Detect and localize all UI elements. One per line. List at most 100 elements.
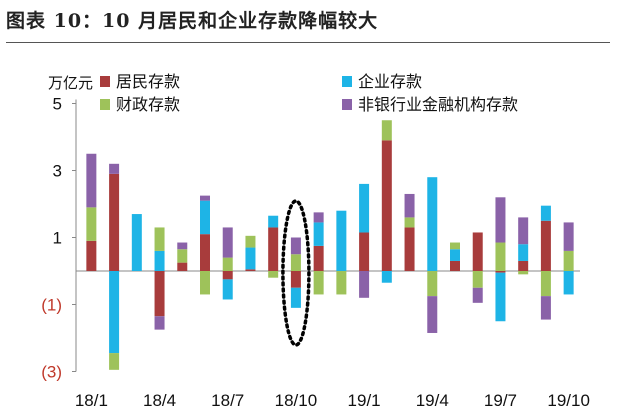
bar-segment xyxy=(245,269,256,271)
x-tick-label: 18/7 xyxy=(211,391,244,410)
bar-segment xyxy=(427,271,438,297)
bar-segment xyxy=(313,212,324,223)
bar-segment xyxy=(313,271,324,295)
bar-segment xyxy=(177,262,188,271)
bar-segment xyxy=(290,287,301,308)
bar-segment xyxy=(268,271,279,278)
bar-segment xyxy=(131,214,142,271)
bar-segment xyxy=(359,183,370,233)
bar-segment xyxy=(359,232,370,271)
bar-segment xyxy=(154,271,165,317)
bar-segment xyxy=(245,247,256,270)
bar-segment xyxy=(563,271,574,295)
bar-segment xyxy=(177,242,188,250)
bar-segment xyxy=(200,195,210,201)
x-tick-label: 19/4 xyxy=(416,391,449,410)
bar-segment xyxy=(540,220,551,271)
bar-segment xyxy=(450,249,460,261)
x-tick-label: 19/1 xyxy=(348,391,381,410)
bar-segment xyxy=(427,296,438,333)
bar-segment xyxy=(518,271,529,275)
bar-segment xyxy=(154,250,165,271)
bar-segment xyxy=(495,197,506,243)
bar-segment xyxy=(336,210,347,271)
bar-segment xyxy=(268,227,279,271)
bar-segment xyxy=(268,215,279,228)
y-tick-label: (1) xyxy=(41,296,62,315)
bar-segment xyxy=(450,242,460,250)
bar-segment xyxy=(154,227,165,251)
bar-segment xyxy=(86,240,97,271)
bar-segment xyxy=(518,260,529,271)
bar-segment xyxy=(540,205,551,221)
legend-swatch xyxy=(100,76,110,87)
bar-segment xyxy=(495,242,506,271)
bar-segment xyxy=(290,271,301,288)
legend-label: 企业存款 xyxy=(358,72,422,91)
y-unit-label: 万亿元 xyxy=(48,74,93,92)
bar-segment xyxy=(472,287,483,303)
x-tick-label: 18/10 xyxy=(275,391,318,410)
bar-segment xyxy=(313,245,324,271)
axis-layer: 5 3 1 (1) (3) 万亿元 18/1 18/4 18/7 18/10 19/1 19/4 19/… xyxy=(41,74,590,410)
bar-segment xyxy=(222,227,233,258)
bar-segment xyxy=(381,140,392,271)
bar-segment xyxy=(540,296,551,320)
y-tick-label: 1 xyxy=(53,229,62,248)
bar-segment xyxy=(154,316,165,330)
bar-segment xyxy=(495,271,506,273)
figure-title: 图表 10：10 月居民和企业存款降幅较大 xyxy=(6,10,379,32)
legend-label: 居民存款 xyxy=(116,72,180,91)
bar-segment xyxy=(222,257,233,271)
bar-segment xyxy=(200,200,210,235)
legend-label: 财政存款 xyxy=(116,95,180,114)
bar-segment xyxy=(472,271,483,288)
bar-segment xyxy=(563,250,574,271)
y-tick-label: 3 xyxy=(53,162,62,181)
bar-segment xyxy=(450,260,460,271)
legend-swatch xyxy=(100,99,110,110)
bar-segment xyxy=(381,271,392,283)
bar-segment xyxy=(86,207,97,241)
bar-segment xyxy=(495,272,506,322)
bar-segment xyxy=(109,353,120,370)
bar-segment xyxy=(472,232,483,271)
bar-segment xyxy=(222,279,233,300)
bar-segment xyxy=(222,271,233,280)
bar-segment xyxy=(540,271,551,297)
x-tick-label: 19/7 xyxy=(484,391,517,410)
highlight-ellipse xyxy=(281,199,311,347)
bar-segment xyxy=(518,244,529,261)
legend-label: 非银行业金融机构存款 xyxy=(358,95,518,114)
bar-segment xyxy=(313,222,324,246)
y-tick-label: (3) xyxy=(41,363,62,382)
x-tick-label: 19/10 xyxy=(547,391,590,410)
bar-segment xyxy=(563,222,574,251)
bar-segment xyxy=(200,234,210,271)
bar-segment xyxy=(404,227,415,271)
x-tick-label: 18/1 xyxy=(75,391,108,410)
legend-swatch xyxy=(342,99,352,110)
bar-segment xyxy=(427,177,438,271)
y-tick-label: 5 xyxy=(53,95,62,114)
bar-segment xyxy=(86,153,97,208)
annotation-layer xyxy=(281,199,311,347)
bar-segment xyxy=(336,271,347,295)
bar-segment xyxy=(177,249,188,263)
bar-segment xyxy=(404,217,415,228)
bar-segment xyxy=(109,163,120,174)
bar-segment xyxy=(109,173,120,271)
bar-segment xyxy=(290,237,301,255)
legend-swatch xyxy=(342,76,352,87)
bar-segment xyxy=(245,235,256,248)
bar-segment xyxy=(109,271,120,354)
x-tick-label: 18/4 xyxy=(143,391,176,410)
bar-segment xyxy=(290,254,301,271)
bar-segment xyxy=(518,217,529,245)
bar-segment xyxy=(359,271,370,298)
title-divider xyxy=(6,42,610,43)
bar-segment xyxy=(200,271,210,295)
bars-layer xyxy=(86,120,574,370)
